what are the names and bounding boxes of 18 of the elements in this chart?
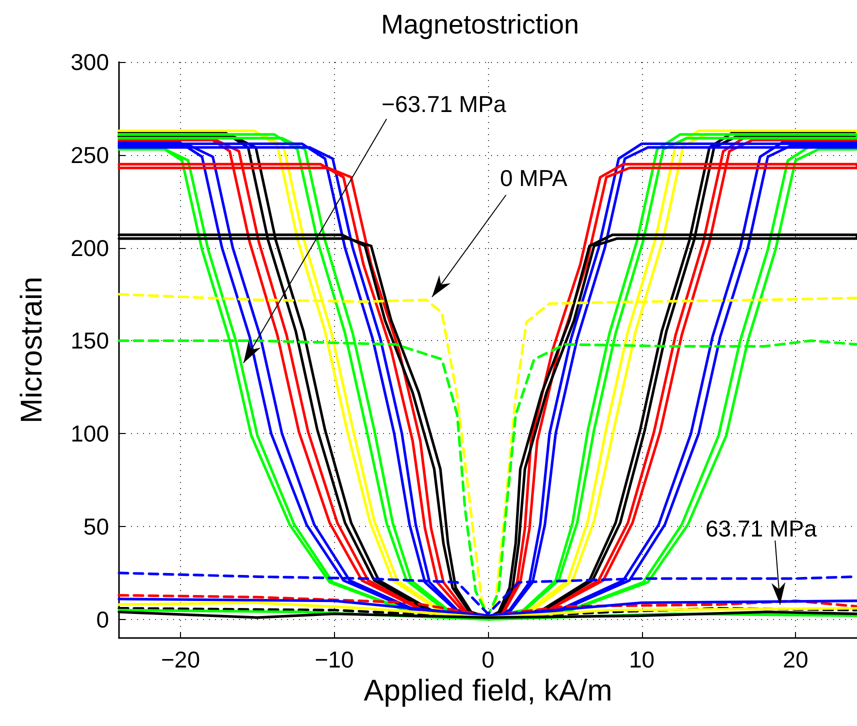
x-tick-label: 0 <box>482 646 494 672</box>
x-tick-label: 10 <box>628 646 655 672</box>
annotation: 0 MPA <box>500 165 568 191</box>
chart-title: Magnetostriction <box>380 10 580 40</box>
y-tick-label: 0 <box>96 606 109 632</box>
x-tick-label: −10 <box>314 646 354 672</box>
y-tick-label: 300 <box>70 49 109 75</box>
x-tick-label: 20 <box>782 646 808 672</box>
x-axis-title: Applied field, kA/m <box>364 674 612 708</box>
y-tick-label: 100 <box>70 420 109 447</box>
y-axis-title: Microstrain <box>16 276 48 424</box>
annotation: −63.71 MPa <box>382 91 506 118</box>
y-tick-label: 200 <box>70 234 109 261</box>
y-tick-label: 250 <box>70 142 109 168</box>
y-tick-label: 50 <box>83 514 109 540</box>
annotation: 63.71 MPa <box>706 516 817 542</box>
x-tick-label: −20 <box>160 646 200 672</box>
y-tick-label: 150 <box>70 328 109 354</box>
